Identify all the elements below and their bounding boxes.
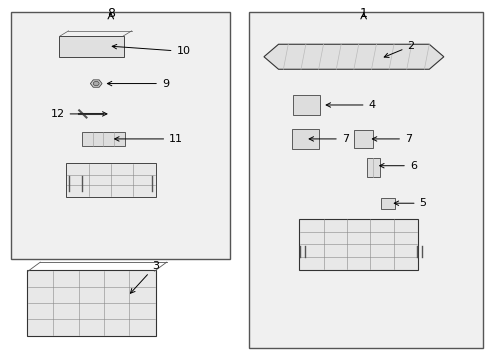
Text: 7: 7 [371, 134, 411, 144]
Text: 7: 7 [308, 134, 348, 144]
Text: 1: 1 [359, 7, 367, 20]
Text: 12: 12 [50, 109, 107, 119]
Text: 9: 9 [107, 78, 169, 89]
Bar [366, 158, 379, 177]
FancyBboxPatch shape [299, 219, 417, 270]
Text: 8: 8 [106, 7, 115, 20]
Text: 11: 11 [114, 134, 183, 144]
Bar [292, 95, 319, 115]
Text: 3: 3 [130, 261, 159, 293]
Text: 2: 2 [384, 41, 414, 58]
FancyBboxPatch shape [66, 163, 155, 197]
Bar [380, 198, 394, 209]
Text: 10: 10 [112, 44, 190, 57]
Bar [353, 130, 372, 148]
FancyBboxPatch shape [27, 270, 155, 336]
Polygon shape [90, 80, 102, 87]
FancyBboxPatch shape [59, 36, 123, 57]
Text: 6: 6 [379, 161, 416, 171]
Text: 4: 4 [325, 100, 375, 110]
Bar [81, 132, 125, 146]
Circle shape [93, 81, 99, 86]
Polygon shape [264, 44, 443, 69]
Text: 5: 5 [393, 198, 426, 208]
Bar [291, 129, 318, 149]
Bar [11, 12, 229, 258]
Bar [249, 12, 482, 348]
